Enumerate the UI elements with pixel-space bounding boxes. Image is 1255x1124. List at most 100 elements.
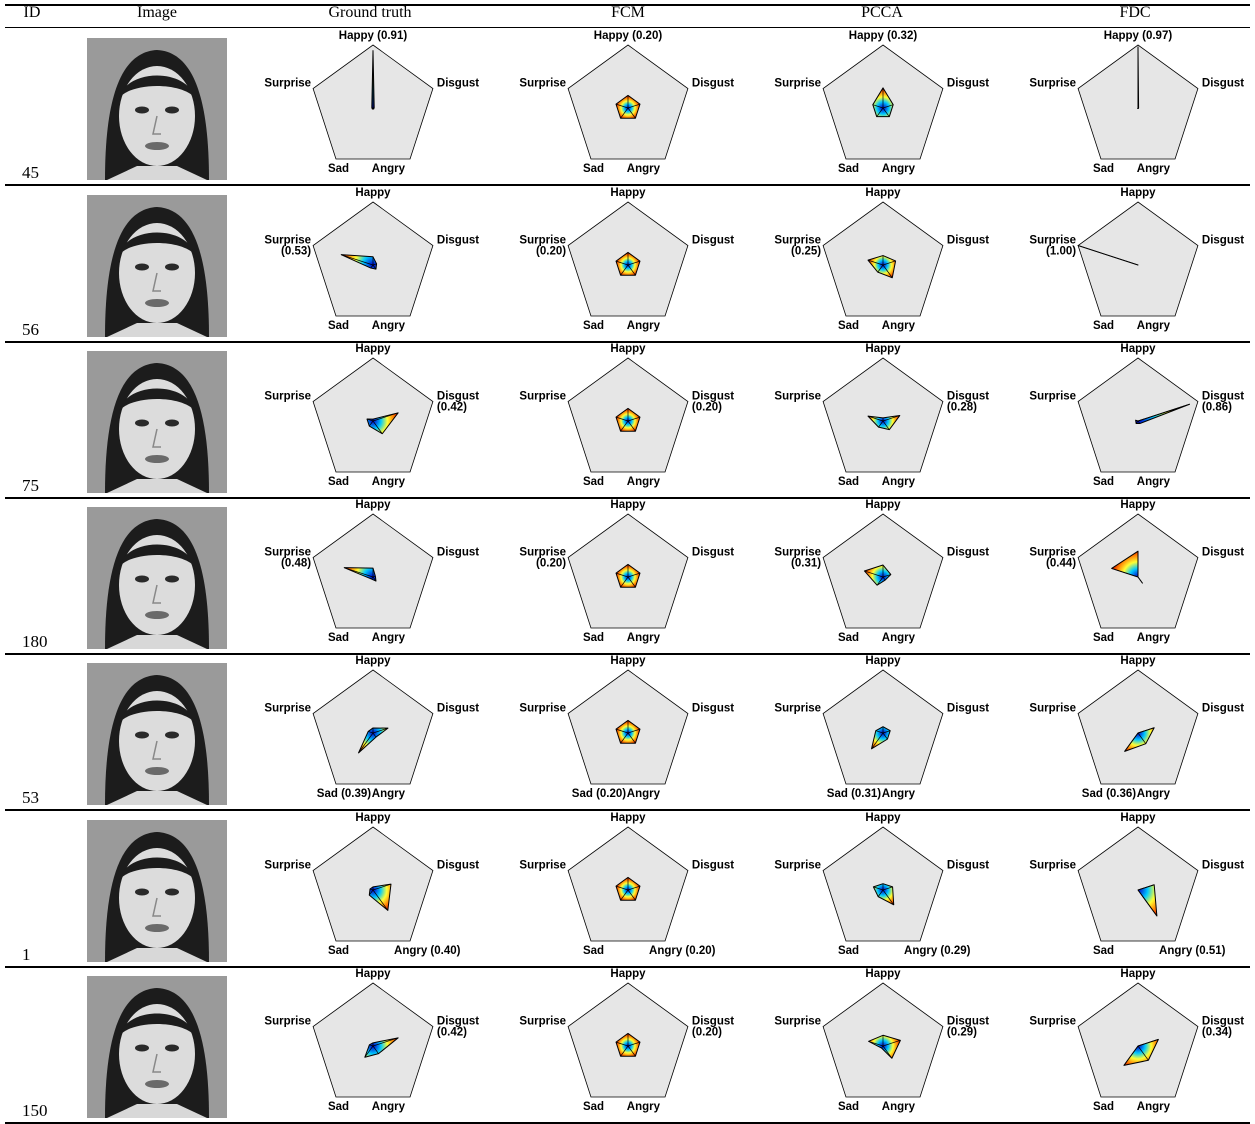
axis-label: Disgust — [437, 547, 479, 559]
axis-label: Happy (0.91) — [339, 30, 408, 42]
axis-label: Sad — [838, 1101, 859, 1113]
axis-label: Happy — [865, 968, 901, 980]
radar-frame — [313, 670, 433, 784]
axis-label: Disgust — [947, 235, 989, 247]
axis-label: Angry — [372, 320, 406, 332]
axis-label: Sad — [583, 945, 604, 957]
radar-frame — [313, 358, 433, 472]
axis-label: Sad (0.20) — [572, 788, 626, 800]
axis-label: Disgust — [437, 860, 479, 872]
axis-label: Sad — [838, 476, 859, 488]
axis-label: Angry — [372, 163, 406, 175]
axis-label: Happy — [1120, 968, 1156, 980]
column-header: Ground truth — [328, 4, 411, 28]
axis-label: Surprise — [519, 78, 566, 90]
axis-label: Happy — [355, 499, 391, 511]
face-photo — [87, 351, 227, 493]
face-photo — [87, 820, 227, 962]
axis-label: Disgust — [1202, 547, 1244, 559]
axis-label: Sad — [328, 632, 349, 644]
axis-label: Happy — [865, 343, 901, 355]
axis-label: Angry (0.29) — [904, 945, 971, 957]
axis-label: Disgust — [437, 78, 479, 90]
radar-chart: Happy (0.91) Disgust Angry Sad Surprise — [255, 28, 485, 183]
radar-frame — [823, 358, 943, 472]
axis-label: Angry — [1137, 476, 1171, 488]
axis-label: Angry — [1137, 788, 1171, 800]
radar-frame — [1078, 202, 1198, 316]
value-label: (0.31) — [791, 558, 821, 570]
axis-label: Sad (0.31) — [827, 788, 881, 800]
axis-label: Happy — [610, 812, 646, 824]
axis-label: Sad — [583, 1101, 604, 1113]
axis-label: Sad — [583, 320, 604, 332]
axis-label: Happy — [355, 343, 391, 355]
axis-label: Happy — [610, 655, 646, 667]
value-label: (0.53) — [281, 246, 311, 258]
axis-label: Angry — [627, 788, 661, 800]
axis-label: Surprise — [264, 391, 311, 403]
axis-label: Sad — [1093, 1101, 1114, 1113]
axis-label: Surprise — [774, 860, 821, 872]
radar-frame — [1078, 983, 1198, 1097]
axis-label: Happy — [355, 655, 391, 667]
axis-label: Sad — [328, 163, 349, 175]
column-header: ID — [24, 4, 41, 28]
axis-label: Angry — [372, 476, 406, 488]
axis-label: Surprise — [264, 78, 311, 90]
axis-label: Sad — [1093, 632, 1114, 644]
axis-label: Angry — [1137, 632, 1171, 644]
axis-label: Surprise — [774, 391, 821, 403]
axis-label: Disgust — [947, 547, 989, 559]
axis-label: Disgust — [692, 860, 734, 872]
axis-label: Happy — [1120, 655, 1156, 667]
radar-frame — [1078, 670, 1198, 784]
row-id: 75 — [22, 476, 39, 496]
axis-label: Angry (0.40) — [394, 945, 461, 957]
column-header: PCCA — [861, 4, 903, 28]
axis-label: Disgust — [947, 78, 989, 90]
axis-label: Disgust — [437, 235, 479, 247]
axis-label: Happy — [355, 812, 391, 824]
axis-label: Angry — [1137, 320, 1171, 332]
column-header: FCM — [611, 4, 645, 28]
value-label: (1.00) — [1046, 246, 1076, 258]
axis-label: Angry — [882, 632, 916, 644]
value-label: (0.20) — [536, 558, 566, 570]
axis-label: Happy (0.20) — [594, 30, 663, 42]
axis-label: Sad (0.36) — [1082, 788, 1136, 800]
axis-label: Happy — [355, 187, 391, 199]
axis-label: Disgust — [1202, 860, 1244, 872]
axis-label: Surprise — [264, 860, 311, 872]
axis-label: Angry (0.51) — [1159, 945, 1226, 957]
axis-label: Disgust — [1202, 703, 1244, 715]
axis-label: Angry — [627, 1101, 661, 1113]
axis-label: Happy — [1120, 812, 1156, 824]
axis-label: Sad — [838, 945, 859, 957]
row-id: 150 — [22, 1101, 48, 1121]
axis-label: Disgust — [692, 703, 734, 715]
face-photo — [87, 507, 227, 649]
row-id: 180 — [22, 632, 48, 652]
axis-label: Surprise — [264, 703, 311, 715]
column-header: FDC — [1119, 4, 1150, 28]
value-label: (0.20) — [536, 246, 566, 258]
value-label: (0.20) — [692, 402, 722, 414]
top-rule — [5, 4, 1250, 6]
